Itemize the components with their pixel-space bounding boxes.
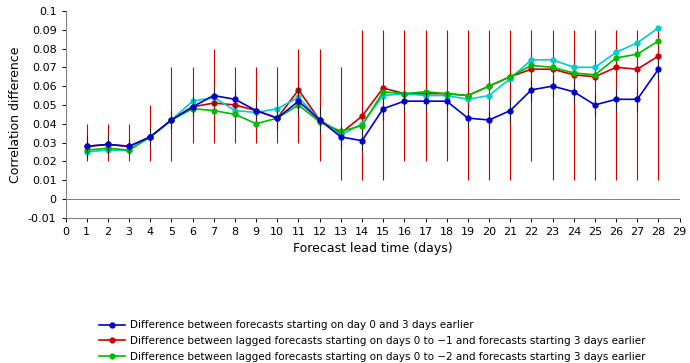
Y-axis label: Correlation difference: Correlation difference xyxy=(10,46,22,183)
Legend: Difference between forecasts starting on day 0 and 3 days earlier, Difference be: Difference between forecasts starting on… xyxy=(95,316,650,363)
X-axis label: Forecast lead time (days): Forecast lead time (days) xyxy=(293,242,453,256)
